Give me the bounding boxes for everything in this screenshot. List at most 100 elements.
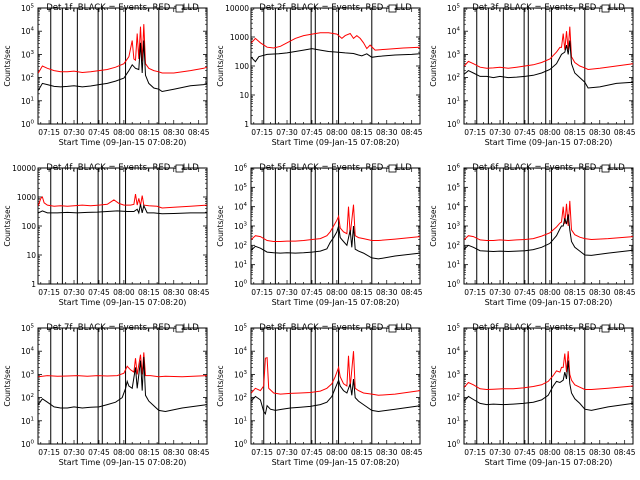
y-tick-label: 101 <box>447 96 460 106</box>
legend-box <box>175 164 184 173</box>
plot-frame <box>37 167 208 285</box>
x-tick-label: 07:45 <box>514 128 536 137</box>
x-tick-label: 07:15 <box>251 288 273 297</box>
y-tick-label: 101 <box>447 260 460 270</box>
y-tick-label: 100 <box>447 120 461 130</box>
y-axis-label: Counts/sec <box>3 45 12 86</box>
y-tick-label: 102 <box>21 73 34 83</box>
x-tick-label: 08:15 <box>351 128 373 137</box>
x-axis-label: Start Time (09-Jan-15 07:08:20) <box>485 458 613 467</box>
y-tick-label: 104 <box>21 347 35 357</box>
y-tick-label: 1000 <box>17 193 36 202</box>
y-tick-label: 105 <box>447 183 461 193</box>
x-tick-label: 07:30 <box>63 448 85 457</box>
series-line-events <box>463 360 634 411</box>
x-axis-label: Start Time (09-Jan-15 07:08:20) <box>485 298 613 307</box>
plot-frame <box>250 167 421 285</box>
x-tick-label: 07:30 <box>63 288 85 297</box>
y-tick-label: 10 <box>26 251 36 260</box>
series-line-events <box>37 356 208 413</box>
series-line-events <box>37 40 208 93</box>
series-line-events <box>463 214 634 256</box>
panel-title: Det 1f, BLACK = Events, RED = LLD <box>46 3 199 13</box>
y-tick-label: 10 <box>239 91 249 100</box>
panel-title: Det 9f, BLACK = Events, RED = LLD <box>472 323 625 333</box>
x-tick-label: 08:00 <box>326 128 348 137</box>
x-tick-label: 08:00 <box>113 128 135 137</box>
x-tick-label: 07:30 <box>489 288 511 297</box>
y-tick-label: 10000 <box>225 4 249 13</box>
x-tick-label: 07:30 <box>276 288 298 297</box>
legend-box <box>388 164 397 173</box>
y-axis-label: Counts/sec <box>429 45 438 86</box>
x-axis-label: Start Time (09-Jan-15 07:08:20) <box>272 138 400 147</box>
series-line-lld <box>463 26 634 71</box>
x-tick-label: 07:15 <box>251 128 273 137</box>
x-tick-label: 08:00 <box>113 448 135 457</box>
x-tick-label: 08:00 <box>539 288 561 297</box>
x-tick-label: 08:15 <box>564 288 586 297</box>
y-tick-label: 1000 <box>230 33 249 42</box>
panel-det-2: Det 2f, BLACK = Events, RED = LLD 1 10 100 1… <box>216 3 423 147</box>
x-tick-label: 08:15 <box>138 288 160 297</box>
legend-box <box>601 164 610 173</box>
y-tick-label: 103 <box>234 222 248 232</box>
x-tick-label: 08:15 <box>351 288 373 297</box>
x-tick-label: 08:15 <box>564 448 586 457</box>
x-tick-label: 07:30 <box>276 448 298 457</box>
x-tick-label: 07:30 <box>276 128 298 137</box>
panel-title: Det 4f, BLACK = Events, RED = LLD <box>46 163 199 173</box>
y-axis-label: Counts/sec <box>216 45 225 86</box>
x-tick-label: 07:15 <box>464 128 486 137</box>
x-tick-label: 08:00 <box>326 288 348 297</box>
panel-det-7: Det 7f, BLACK = Events, RED = LLD 100 101 1… <box>3 323 210 467</box>
x-axis-label: Start Time (09-Jan-15 07:08:20) <box>485 138 613 147</box>
series-line-events <box>38 204 207 215</box>
series-line-events <box>250 225 421 260</box>
y-tick-label: 104 <box>21 27 35 37</box>
x-tick-label: 08:45 <box>614 448 636 457</box>
x-tick-label: 07:45 <box>88 448 110 457</box>
x-tick-label: 07:15 <box>38 448 60 457</box>
y-tick-label: 105 <box>234 324 248 334</box>
x-tick-label: 08:45 <box>401 288 423 297</box>
y-tick-label: 105 <box>447 4 461 14</box>
y-tick-label: 104 <box>447 202 461 212</box>
legend-box <box>601 324 610 333</box>
y-tick-label: 1 <box>244 120 249 129</box>
y-tick-label: 104 <box>447 347 461 357</box>
x-tick-label: 08:45 <box>401 128 423 137</box>
y-tick-label: 101 <box>21 416 34 426</box>
y-tick-label: 105 <box>447 324 461 334</box>
x-tick-label: 08:30 <box>589 128 611 137</box>
panel-det-5: Det 5f, BLACK = Events, RED = LLD 100 101 1… <box>216 163 423 307</box>
panel-title: Det 6f, BLACK = Events, RED = LLD <box>472 163 625 173</box>
y-tick-label: 100 <box>447 280 461 290</box>
x-tick-label: 07:45 <box>514 448 536 457</box>
x-tick-label: 08:15 <box>564 128 586 137</box>
x-tick-label: 07:45 <box>88 128 110 137</box>
plot-frame <box>250 7 421 125</box>
y-tick-label: 103 <box>447 370 461 380</box>
series-line-lld <box>37 194 208 209</box>
y-tick-label: 100 <box>21 120 35 130</box>
y-tick-label: 101 <box>234 416 247 426</box>
x-axis-label: Start Time (09-Jan-15 07:08:20) <box>272 298 400 307</box>
series-line-lld <box>463 200 634 242</box>
panel-title: Det 3f, BLACK = Events, RED = LLD <box>472 3 625 13</box>
legend-box <box>601 4 610 13</box>
legend-box <box>175 324 184 333</box>
panel-title: Det 8f, BLACK = Events, RED = LLD <box>259 323 412 333</box>
y-tick-label: 104 <box>447 27 461 37</box>
x-tick-label: 07:15 <box>464 448 486 457</box>
x-tick-label: 07:45 <box>301 448 323 457</box>
series-line-lld <box>37 24 208 74</box>
x-axis-label: Start Time (09-Jan-15 07:08:20) <box>59 458 187 467</box>
y-tick-label: 106 <box>234 164 248 174</box>
y-tick-label: 103 <box>21 50 35 60</box>
y-tick-label: 102 <box>447 241 460 251</box>
panel-det-3: Det 3f, BLACK = Events, RED = LLD 100 101 1… <box>429 3 636 147</box>
x-tick-label: 07:30 <box>63 128 85 137</box>
y-axis-label: Counts/sec <box>429 365 438 406</box>
y-tick-label: 100 <box>235 62 250 71</box>
